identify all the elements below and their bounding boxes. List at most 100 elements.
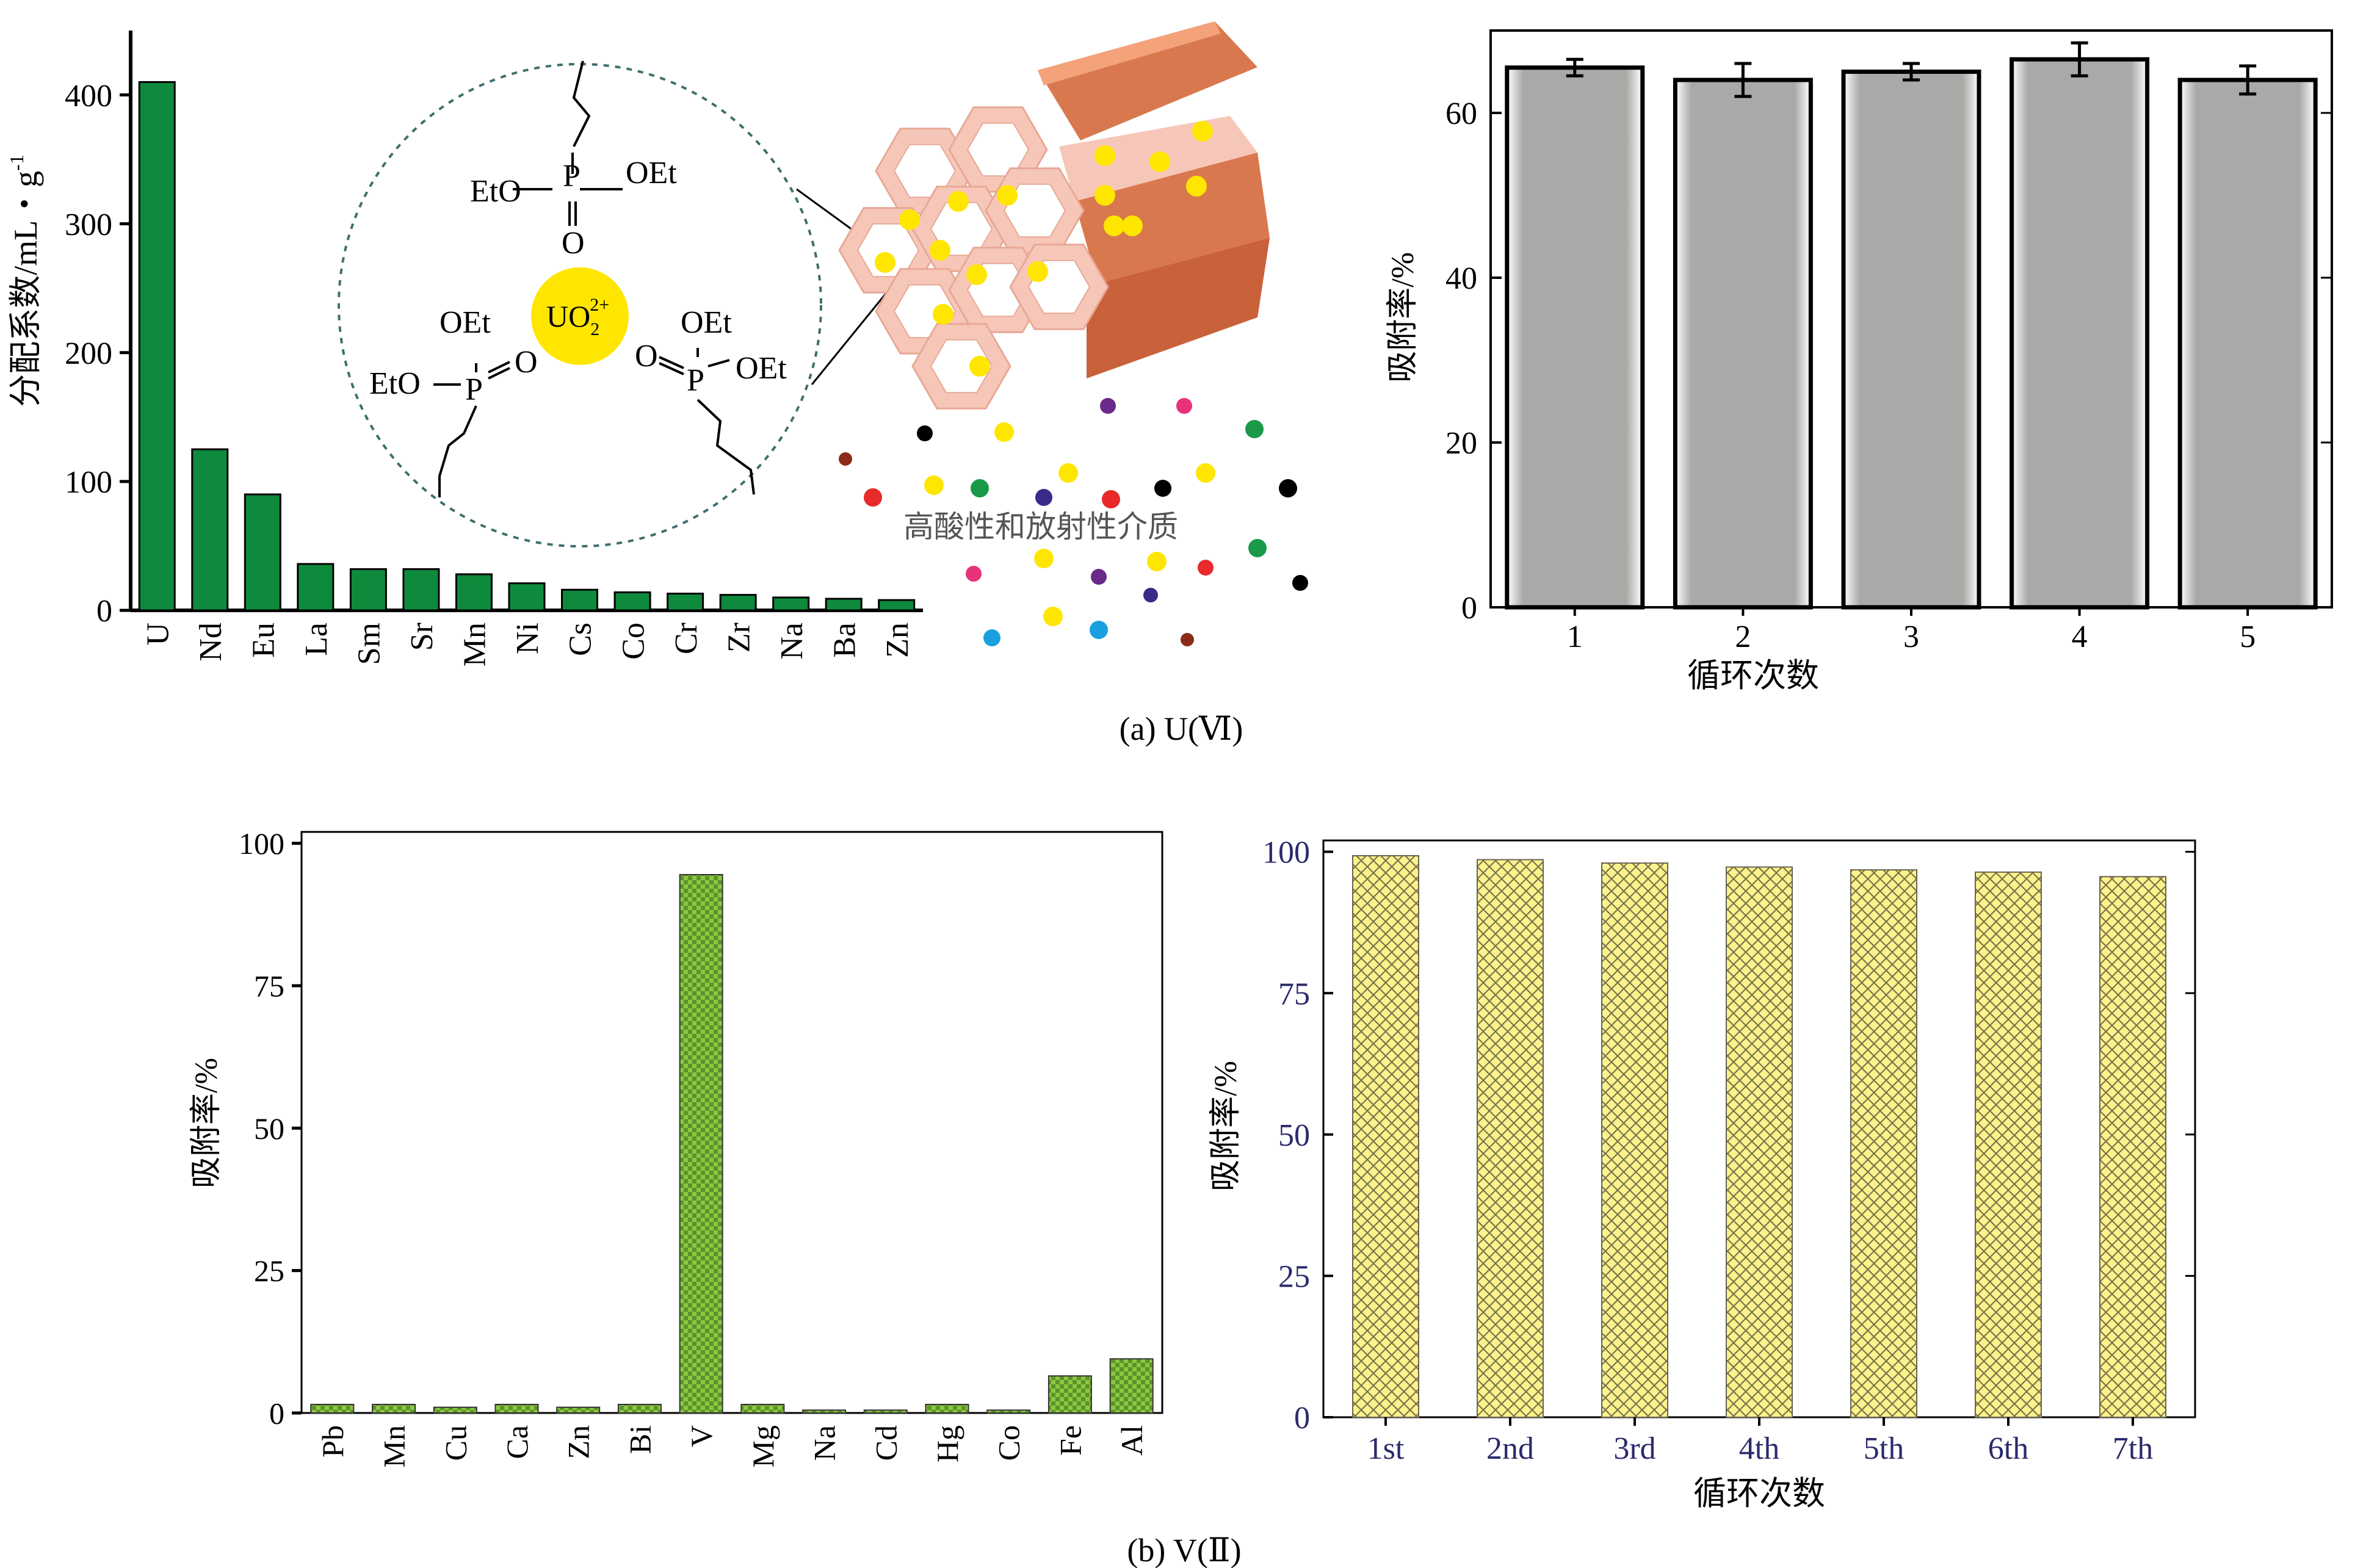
adsorbed-dot <box>875 252 895 273</box>
chart-b-right-xlabel: 循环次数 <box>1693 1475 1825 1512</box>
ytick-label: 75 <box>254 969 284 1003</box>
xtick-label: U <box>140 623 175 646</box>
bar-ca <box>494 1404 539 1414</box>
xtick-label: Ca <box>500 1425 534 1459</box>
chart-b-right-ylabel: 吸附率/% <box>1209 1061 1243 1191</box>
xtick-label: Na <box>775 623 809 660</box>
ytick-label: 50 <box>1278 1118 1310 1153</box>
xtick-label: Mn <box>377 1425 411 1467</box>
bar-zr <box>719 594 757 612</box>
adsorbed-dot <box>1192 121 1213 142</box>
bar-cs <box>561 588 599 612</box>
uranyl-sphere <box>531 267 629 365</box>
ytick-label: 200 <box>65 336 112 371</box>
adsorbed-dot <box>930 240 950 261</box>
chart-a-left-xlabels: U Nd Eu La Sm Sr Mn Ni Cs Co Cr Zr Na Ba Zn <box>140 623 914 667</box>
uranyl-label: UO22+ <box>546 295 609 339</box>
medium-dot <box>1090 621 1108 639</box>
bar-cr <box>667 593 704 612</box>
label-oet-top: OEt <box>626 156 677 190</box>
label-oet-right: OEt <box>736 351 787 386</box>
bar-nd <box>191 448 229 612</box>
bar-co <box>613 591 651 612</box>
bar-na <box>802 1409 847 1414</box>
xtick-label: Ba <box>827 623 862 658</box>
xtick-label: 5th <box>1864 1431 1904 1466</box>
caption-b: (b) V(Ⅱ) <box>1127 1532 1241 1568</box>
chart-b-left-ylabel: 吸附率/% <box>189 1058 224 1188</box>
molecule-structure <box>433 60 755 497</box>
hexagonal-channels <box>838 106 1109 410</box>
xtick-label: Cr <box>669 623 704 654</box>
xtick-label: 7th <box>2113 1431 2153 1466</box>
bar-fe <box>1047 1375 1092 1414</box>
chart-b-left-frame <box>300 831 1163 1414</box>
xtick-label: 6th <box>1988 1431 2028 1466</box>
caption-a: (a) U(Ⅵ) <box>1120 710 1243 747</box>
xtick-label: V <box>684 1425 718 1447</box>
adsorbed-dot <box>1186 176 1207 197</box>
medium-dot <box>1176 398 1192 414</box>
xtick-label: Hg <box>930 1425 964 1462</box>
chart-b-left: 0 25 50 75 100 Pb Mn Cu Ca Zn Bi V Mg Na Cd Hg Co Fe Al 吸… <box>189 826 1163 1467</box>
medium-ion-dots <box>839 398 1308 646</box>
adsorbed-dot <box>1094 185 1115 206</box>
medium-dot <box>1091 569 1107 585</box>
xtick-label: 4th <box>1739 1431 1779 1466</box>
bar-ba <box>825 598 863 612</box>
xtick-label: Co <box>992 1425 1026 1461</box>
xtick-label: 1st <box>1367 1431 1405 1466</box>
copper-tube-top <box>1038 21 1257 140</box>
chart-a-right: 0 20 40 60 1 2 3 4 5 吸附率/% 循环次数 <box>1386 29 2333 694</box>
ytick-label: 100 <box>1262 836 1310 870</box>
bar-sm <box>349 568 387 612</box>
xtick-label: Eu <box>247 623 281 658</box>
chart-a-right-ylabel: 吸附率/% <box>1386 252 1420 383</box>
xtick-label: 1 <box>1567 620 1583 654</box>
bar-3rd <box>1601 862 1668 1418</box>
chart-b-right: 0 25 50 75 100 1st 2nd 3rd 4th 5th 6th 7th 吸附率/% 循… <box>1209 836 2196 1512</box>
chart-a-right-xlabel: 循环次数 <box>1687 657 1819 694</box>
label-p-left: P <box>465 372 483 407</box>
ytick-label: 40 <box>1445 261 1477 296</box>
xtick-label: Na <box>808 1425 842 1461</box>
inset-illustration: EtO OEt P O OEt EtO P O OEt OEt P O UO22… <box>338 21 1308 646</box>
medium-dot <box>1058 463 1078 483</box>
adsorbed-dot <box>948 191 969 212</box>
bar-cu <box>433 1406 477 1414</box>
xtick-label: Cu <box>438 1425 472 1461</box>
ytick-label: 60 <box>1445 96 1477 131</box>
xtick-label: 2 <box>1735 620 1751 654</box>
bar-co <box>986 1409 1031 1414</box>
medium-dot <box>1102 490 1120 508</box>
xtick-label: Co <box>616 623 651 660</box>
chart-a-left-bars <box>138 81 916 612</box>
adsorbed-dot <box>966 264 987 285</box>
label-oet-left: OEt <box>440 305 491 340</box>
ytick-label: 0 <box>1461 591 1477 626</box>
bar-pb <box>310 1404 355 1414</box>
copper-tube-mid <box>1074 153 1270 287</box>
bar-sr <box>402 568 440 612</box>
chart-a-left-yticks: 0 100 200 300 400 <box>65 79 131 629</box>
bar-6th <box>1975 871 2042 1418</box>
medium-dot <box>1035 489 1052 506</box>
adsorbed-dot <box>997 185 1018 206</box>
inset-dashed-circle <box>338 63 822 547</box>
xtick-label: 4 <box>2072 620 2088 654</box>
bar-7th <box>2099 876 2166 1418</box>
medium-dot <box>1198 560 1214 576</box>
label-eto-left: EtO <box>369 366 421 401</box>
adsorbed-dot <box>1027 261 1048 282</box>
label-o-left: O <box>515 345 538 380</box>
chart-b-right-xlabels: 1st 2nd 3rd 4th 5th 6th 7th <box>1367 1417 2153 1466</box>
xtick-label: Zr <box>722 623 756 652</box>
adsorbed-dot <box>933 304 953 325</box>
ytick-label: 50 <box>254 1111 284 1146</box>
medium-dot <box>864 488 882 507</box>
medium-dot <box>924 475 944 495</box>
ytick-label: 25 <box>254 1254 284 1288</box>
adsorbed-dot <box>1094 145 1115 166</box>
xtick-label: Sm <box>352 623 387 665</box>
